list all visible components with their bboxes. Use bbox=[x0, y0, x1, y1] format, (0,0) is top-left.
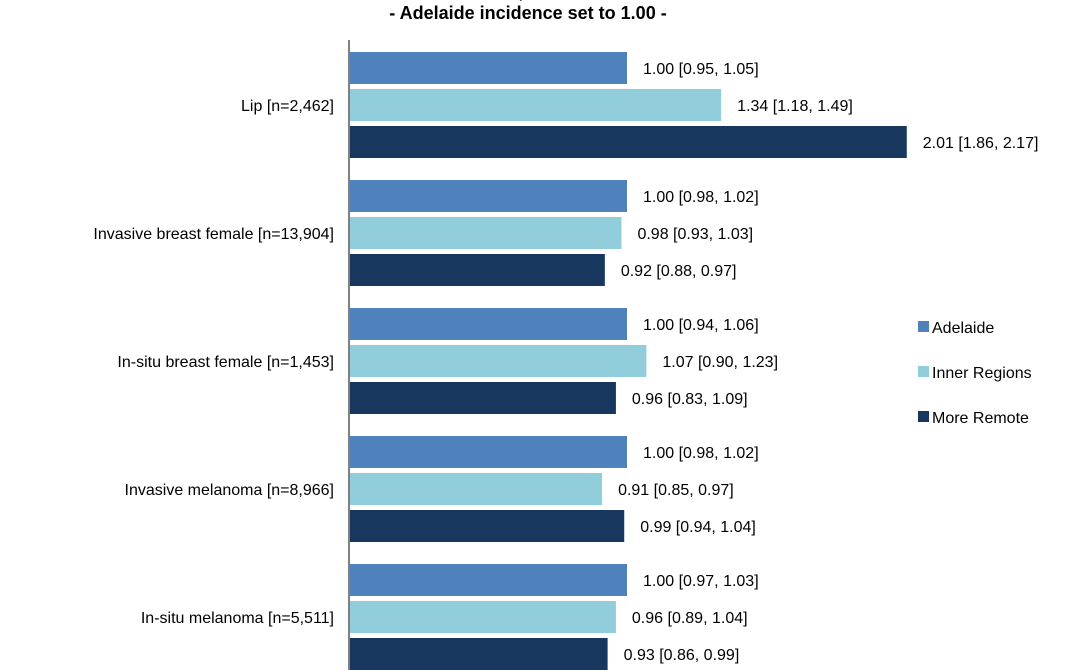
legend-swatch bbox=[918, 366, 929, 377]
data-label: 0.96 [0.89, 1.04] bbox=[632, 610, 748, 627]
data-label: 1.00 [0.98, 1.02] bbox=[643, 189, 759, 206]
data-label: 0.92 [0.88, 0.97] bbox=[621, 263, 737, 280]
bar-inner-regions bbox=[350, 217, 622, 249]
bar-more-remote bbox=[350, 382, 616, 414]
bar-adelaide bbox=[350, 436, 627, 468]
data-label: 0.98 [0.93, 1.03] bbox=[637, 226, 753, 243]
data-label: 1.00 [0.95, 1.05] bbox=[643, 61, 759, 78]
data-label: 1.07 [0.90, 1.23] bbox=[662, 354, 778, 371]
legend-swatch bbox=[918, 411, 929, 422]
legend: Adelaide Inner Regions More Remote bbox=[918, 320, 1032, 427]
data-label: 1.00 [0.94, 1.06] bbox=[643, 317, 759, 334]
category-label: Invasive breast female [n=13,904] bbox=[93, 226, 334, 243]
bar-more-remote bbox=[350, 510, 625, 542]
data-label: 0.99 [0.94, 1.04] bbox=[640, 519, 756, 536]
category-label: Lip [n=2,462] bbox=[241, 98, 334, 115]
chart-title-line-1: Australia, 1999-2008 bbox=[441, 0, 614, 2]
category-label: Invasive melanoma [n=8,966] bbox=[125, 482, 334, 499]
data-label: 0.96 [0.83, 1.09] bbox=[632, 391, 748, 408]
category-label: In-situ melanoma [n=5,511] bbox=[141, 610, 334, 627]
bar-more-remote bbox=[350, 638, 608, 670]
bar-adelaide bbox=[350, 52, 627, 84]
bar-adelaide bbox=[350, 308, 627, 340]
category-label: In-situ breast female [n=1,453] bbox=[117, 354, 334, 371]
bar-adelaide bbox=[350, 180, 627, 212]
data-label: 1.00 [0.97, 1.03] bbox=[643, 573, 759, 590]
chart-title-line-2: - Adelaide incidence set to 1.00 - bbox=[389, 3, 666, 23]
data-label: 0.91 [0.85, 0.97] bbox=[618, 482, 734, 499]
data-label: 1.34 [1.18, 1.49] bbox=[737, 98, 853, 115]
bar-adelaide bbox=[350, 564, 627, 596]
bar-more-remote bbox=[350, 126, 907, 158]
bar-more-remote bbox=[350, 254, 605, 286]
bar-inner-regions bbox=[350, 345, 647, 377]
bar-inner-regions bbox=[350, 89, 722, 121]
category-labels: Lip [n=2,462] Invasive breast female [n=1… bbox=[93, 98, 334, 627]
data-label: 1.00 [0.98, 1.02] bbox=[643, 445, 759, 462]
legend-label: Inner Regions bbox=[932, 365, 1032, 382]
data-labels: 1.00 [0.95, 1.05] 1.34 [1.18, 1.49] 2.01 [… bbox=[618, 61, 1038, 664]
bars bbox=[350, 52, 907, 670]
legend-label: Adelaide bbox=[932, 320, 994, 337]
legend-swatch bbox=[918, 321, 929, 332]
bar-inner-regions bbox=[350, 473, 603, 505]
legend-label: More Remote bbox=[932, 410, 1029, 427]
chart-title: Australia, 1999-2008- Adelaide incidence… bbox=[389, 0, 666, 23]
data-label: 0.93 [0.86, 0.99] bbox=[624, 647, 740, 664]
bar-inner-regions bbox=[350, 601, 616, 633]
data-label: 2.01 [1.86, 2.17] bbox=[923, 135, 1039, 152]
